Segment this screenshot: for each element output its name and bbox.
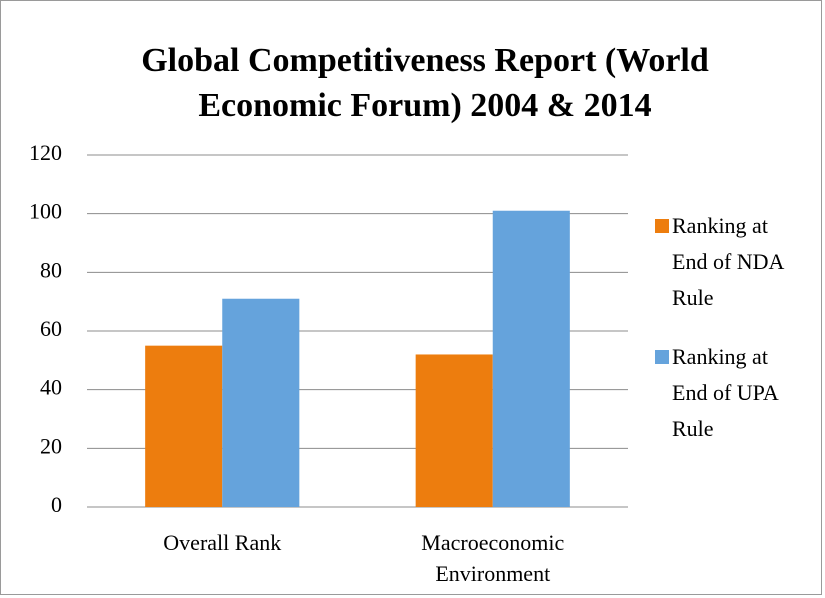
y-tick-label: 0: [51, 492, 62, 517]
legend-swatch: [655, 219, 669, 233]
bar: [415, 354, 493, 507]
legend-swatch: [655, 350, 669, 364]
x-tick-label: Macroeconomic Environment: [421, 530, 565, 586]
y-tick-label: 40: [40, 375, 62, 400]
legend-label: Ranking at End of UPA Rule: [672, 344, 778, 441]
y-tick-label: 100: [29, 199, 62, 224]
bar: [222, 298, 300, 507]
bar: [145, 345, 223, 507]
y-tick-label: 60: [40, 316, 62, 341]
y-tick-label: 80: [40, 257, 62, 282]
legend-label: Ranking at End of NDA Rule: [672, 213, 784, 310]
bar: [492, 210, 570, 507]
y-tick-label: 20: [40, 433, 62, 458]
x-tick-label: Overall Rank: [163, 530, 282, 555]
chart-title: Global Competitiveness Report (World Eco…: [141, 42, 709, 124]
y-tick-label: 120: [29, 140, 62, 165]
